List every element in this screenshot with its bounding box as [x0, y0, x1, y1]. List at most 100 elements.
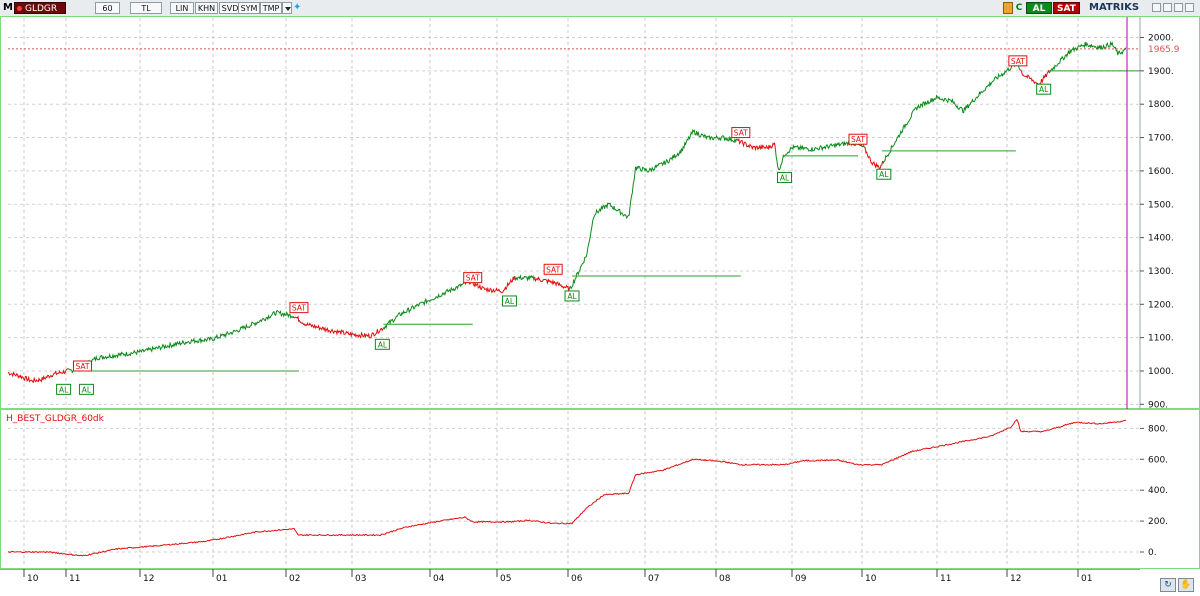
twitter-bird-icon[interactable]: ✦ — [293, 2, 302, 13]
lin-button[interactable]: LIN — [170, 2, 194, 14]
lock-icon[interactable] — [1003, 2, 1013, 14]
time-axis-background — [0, 569, 1200, 596]
price-tick-label: 1200. — [1148, 300, 1174, 310]
buy-signal-marker — [374, 338, 390, 350]
sell-signal-label: SAT — [1011, 57, 1025, 66]
sell-signal-marker — [72, 360, 92, 372]
time-axis: 10 11 12 01 02 03 04 05 06 07 08 09 10 11 12 01 — [0, 569, 1200, 596]
currency-field[interactable]: TL — [130, 2, 162, 14]
indicator-panel[interactable]: 0. 200. 400. 600. 800. H_BEST_GLDGR_60dk — [0, 409, 1200, 569]
price-series-up — [882, 60, 1020, 165]
sell-signal-label: SAT — [466, 274, 480, 283]
buy-signal-label: AL — [1039, 85, 1049, 94]
price-tick-label: 1800. — [1148, 100, 1174, 110]
price-series-down — [293, 315, 385, 339]
sell-signal-label: SAT — [734, 129, 748, 138]
buy-signal-marker — [56, 383, 72, 395]
time-tick-label: 05 — [500, 574, 511, 584]
time-tick-label: 11 — [69, 574, 80, 584]
sell-signal-label: SAT — [546, 265, 560, 274]
time-tick-label: 01 — [216, 574, 227, 584]
restore-icon[interactable] — [1174, 3, 1183, 12]
price-series-up — [569, 128, 739, 290]
sell-signal-marker — [1008, 55, 1028, 67]
price-tick-label: 1000. — [1148, 367, 1174, 377]
price-panel[interactable]: 900. 1000. 1100. 1200. 1300. 1400. 1500. 1600. 1… — [0, 16, 1200, 569]
period-field[interactable]: 60 — [95, 2, 120, 14]
app-logo[interactable]: M — [3, 2, 13, 13]
buy-signal-label: AL — [59, 385, 69, 394]
indicator-panel-frame — [0, 409, 1200, 569]
time-tick-label: 09 — [795, 574, 807, 584]
indicator-series — [7, 418, 1127, 557]
price-tick-label: 1300. — [1148, 267, 1174, 277]
time-tick-label: 01 — [1081, 574, 1092, 584]
sell-signal-label: SAT — [292, 304, 306, 313]
time-tick-label: 12 — [1010, 574, 1021, 584]
indicator-tick-label: 800. — [1148, 424, 1168, 434]
buy-signal-marker — [777, 172, 793, 184]
time-tick-label: 08 — [719, 574, 731, 584]
sell-signal-marker — [543, 263, 563, 275]
price-series-down — [469, 275, 516, 294]
sell-signal-marker — [731, 127, 751, 139]
sell-signal-marker — [463, 272, 483, 284]
minimize-icon[interactable] — [1163, 3, 1172, 12]
price-series-up — [514, 274, 536, 282]
price-tick-label: 1700. — [1148, 134, 1174, 144]
al-button[interactable]: AL — [1026, 2, 1052, 14]
symbol-label: GLDGR — [25, 4, 58, 14]
price-tick-label: 1100. — [1148, 334, 1174, 344]
time-tick-label: 07 — [648, 574, 659, 584]
tmp-button[interactable]: TMP — [260, 2, 282, 14]
price-series-down — [7, 368, 69, 384]
pan-hand-icon[interactable]: ✋ — [1178, 578, 1194, 592]
buy-signal-label: AL — [780, 174, 790, 183]
price-series-down — [1018, 68, 1050, 87]
settings-icon[interactable] — [1152, 3, 1161, 12]
time-tick-label: 06 — [571, 574, 583, 584]
price-tick-label: 900. — [1148, 400, 1168, 410]
chart-area[interactable]: 900. 1000. 1100. 1200. 1300. 1400. 1500. 1600. 1… — [0, 16, 1200, 596]
buy-signal-label: AL — [82, 385, 92, 394]
sat-button[interactable]: SAT — [1053, 2, 1080, 14]
buy-signal-marker — [501, 295, 517, 307]
price-series-up — [1048, 40, 1127, 74]
indicator-tick-label: 400. — [1148, 486, 1168, 496]
price-panel-frame — [0, 16, 1200, 409]
symbol-field[interactable]: GLDGR — [14, 2, 66, 14]
price-tick-label: 1500. — [1148, 200, 1174, 210]
time-tick-label: 10 — [865, 574, 877, 584]
buy-signal-marker — [876, 168, 892, 180]
price-tick-label: 2000. — [1148, 34, 1174, 44]
time-tick-label: 11 — [940, 574, 951, 584]
refresh-icon[interactable]: C — [1015, 3, 1023, 13]
buy-signal-label: AL — [879, 170, 889, 179]
indicator-tick-label: 600. — [1148, 455, 1168, 465]
price-series-down — [534, 276, 571, 292]
brand-label: MATRIKS — [1089, 2, 1140, 13]
price-series-up — [68, 309, 295, 374]
sell-signal-marker — [848, 133, 868, 145]
price-tick-label: 1900. — [1148, 67, 1174, 77]
indicator-tick-label: 0. — [1148, 548, 1157, 558]
indicator-tick-label: 200. — [1148, 517, 1168, 527]
buy-signal-label: AL — [378, 340, 388, 349]
sym-button[interactable]: SYM — [238, 2, 260, 14]
sell-signal-label: SAT — [851, 135, 865, 144]
chart-navigation: ↻ ✋ — [1160, 578, 1196, 592]
price-series-up — [383, 278, 471, 330]
khn-button[interactable]: KHN — [195, 2, 218, 14]
indicator-title: H_BEST_GLDGR_60dk — [6, 414, 105, 424]
close-icon[interactable] — [1185, 3, 1194, 12]
time-tick-label: 10 — [27, 574, 39, 584]
time-tick-label: 04 — [433, 574, 445, 584]
buy-signal-marker — [564, 290, 580, 302]
last-price-label: 1965.9 — [1148, 45, 1180, 55]
sync-icon[interactable]: ↻ — [1160, 578, 1176, 592]
menu-dropdown-icon[interactable] — [282, 2, 292, 14]
buy-signal-label: AL — [505, 297, 515, 306]
buy-signal-label: AL — [567, 292, 577, 301]
sell-signal-label: SAT — [75, 362, 89, 371]
time-tick-label: 12 — [143, 574, 154, 584]
